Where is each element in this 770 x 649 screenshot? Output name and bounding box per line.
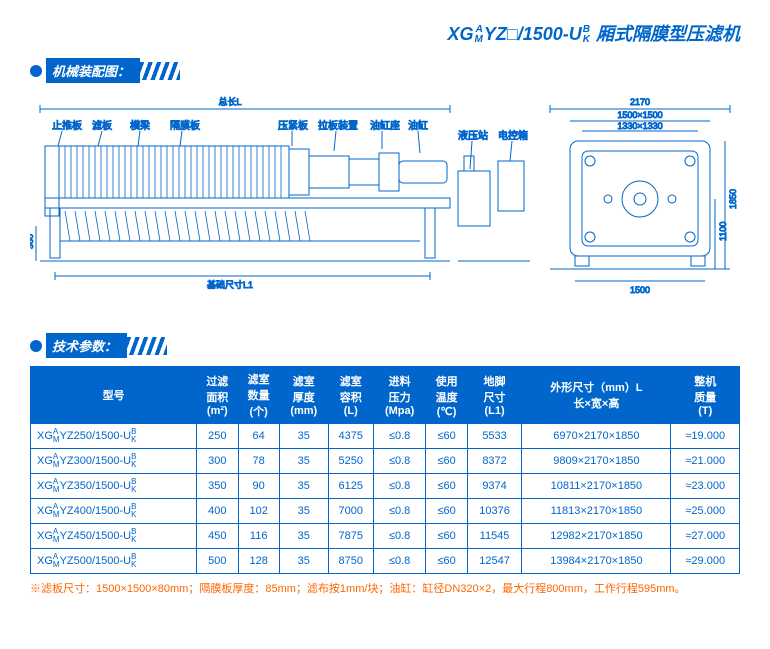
col-wt: 整机 质量(T) bbox=[671, 367, 740, 424]
svg-text:横梁: 横梁 bbox=[130, 119, 150, 132]
svg-text:360: 360 bbox=[30, 234, 35, 249]
table-row: XGAMYZ350/1500-UBK35090356125≤0.8≤609374… bbox=[31, 474, 740, 499]
svg-text:2170: 2170 bbox=[630, 97, 650, 107]
col-outer: 外形尺寸（mm）L长×宽×高 bbox=[522, 367, 671, 424]
svg-text:止推板: 止推板 bbox=[52, 119, 82, 132]
table-row: XGAMYZ500/1500-UBK500128358750≤0.8≤60125… bbox=[31, 549, 740, 574]
svg-text:1100: 1100 bbox=[718, 222, 728, 241]
col-vol: 滤室 容积(L) bbox=[328, 367, 373, 424]
svg-text:拉板装置: 拉板装置 bbox=[318, 119, 358, 132]
svg-text:电控箱: 电控箱 bbox=[498, 129, 528, 142]
svg-text:液压站: 液压站 bbox=[458, 129, 488, 142]
svg-text:油缸: 油缸 bbox=[408, 119, 428, 132]
diagram-section-header: 机械装配图： bbox=[30, 58, 740, 83]
specs-section-header: 技术参数： bbox=[30, 333, 740, 358]
svg-text:1330×1330: 1330×1330 bbox=[617, 121, 662, 131]
col-area: 过滤 面积(m²) bbox=[197, 367, 238, 424]
svg-text:压紧板: 压紧板 bbox=[278, 119, 308, 132]
col-press: 进料 压力(Mpa) bbox=[373, 367, 426, 424]
footnote: ※滤板尺寸：1500×1500×80mm；隔膜板厚度：85mm；滤布按1mm/块… bbox=[30, 580, 740, 596]
svg-text:滤板: 滤板 bbox=[92, 119, 112, 132]
svg-text:基础尺寸L1: 基础尺寸L1 bbox=[207, 279, 253, 290]
table-row: XGAMYZ450/1500-UBK450116357875≤0.8≤60115… bbox=[31, 524, 740, 549]
svg-text:1500: 1500 bbox=[630, 285, 650, 295]
col-count: 滤室 数量(个) bbox=[238, 367, 279, 424]
col-model: 型号 bbox=[31, 367, 197, 424]
svg-text:总长L: 总长L bbox=[218, 96, 241, 107]
svg-text:1850: 1850 bbox=[728, 189, 738, 209]
table-row: XGAMYZ300/1500-UBK30078355250≤0.8≤608372… bbox=[31, 449, 740, 474]
col-temp: 使用 温度(℃) bbox=[426, 367, 467, 424]
specs-table: 型号 过滤 面积(m²) 滤室 数量(个) 滤室 厚度(mm) 滤室 容积(L)… bbox=[30, 366, 740, 574]
table-row: XGAMYZ400/1500-UBK400102357000≤0.8≤60103… bbox=[31, 499, 740, 524]
page-title: XGAMYZ□/1500-UBK 厢式隔膜型压滤机 bbox=[30, 20, 740, 46]
col-foot: 地脚 尺寸(L1) bbox=[467, 367, 522, 424]
mechanical-diagram: 总长L 止推板 滤板 横梁 隔膜板 压紧板 拉板装置 油缸座 油缸 液压站 电控… bbox=[30, 91, 740, 321]
svg-text:隔膜板: 隔膜板 bbox=[170, 119, 200, 132]
svg-text:油缸座: 油缸座 bbox=[370, 119, 400, 132]
svg-text:1500×1500: 1500×1500 bbox=[617, 110, 662, 120]
table-row: XGAMYZ250/1500-UBK25064354375≤0.8≤605533… bbox=[31, 424, 740, 449]
col-thick: 滤室 厚度(mm) bbox=[279, 367, 328, 424]
